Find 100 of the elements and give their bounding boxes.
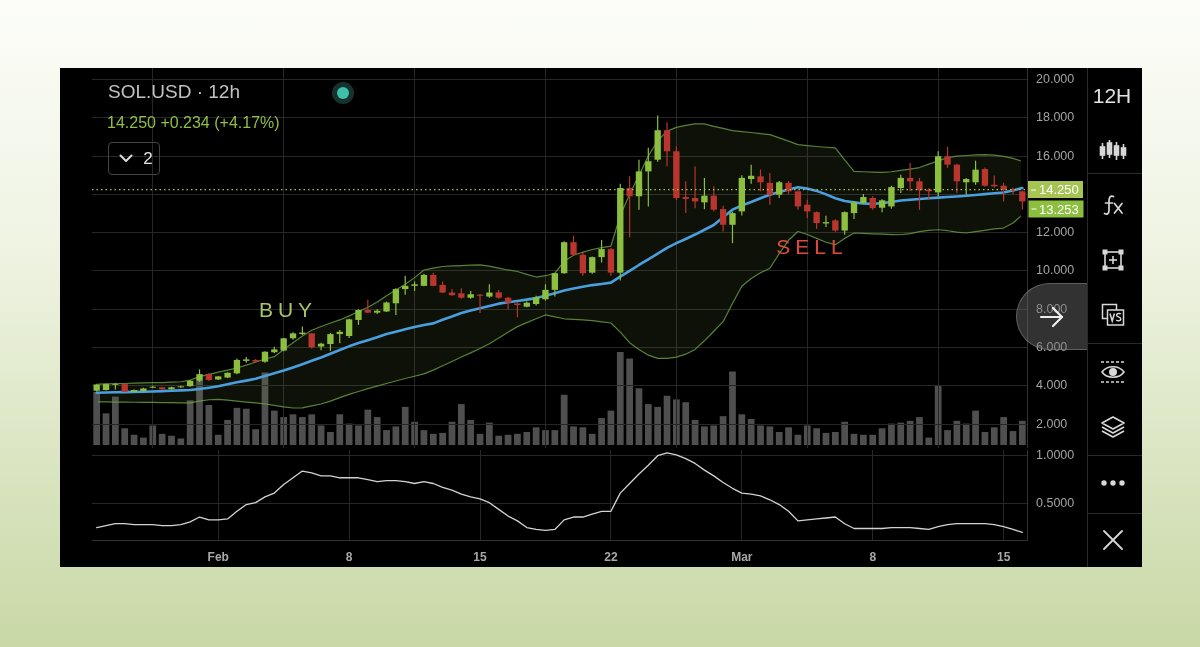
bar bbox=[860, 434, 867, 445]
bar bbox=[626, 358, 633, 445]
bar bbox=[962, 423, 970, 445]
bar bbox=[738, 414, 746, 445]
bar bbox=[757, 425, 764, 445]
y-tick-label: 2.000 bbox=[1036, 416, 1068, 431]
bar bbox=[831, 431, 839, 445]
candlestick bbox=[645, 147, 652, 208]
bar bbox=[570, 426, 577, 445]
bar bbox=[616, 352, 624, 445]
text: 12H bbox=[1092, 83, 1132, 107]
candlestick bbox=[1000, 182, 1007, 203]
candlestick bbox=[663, 121, 671, 167]
y-tick-label: 18.000 bbox=[1036, 110, 1075, 125]
bar bbox=[308, 414, 316, 445]
text: 14.250 +0.234 (+4.17%) bbox=[107, 114, 280, 132]
y-tick-label: 0.5000 bbox=[1036, 496, 1075, 511]
bar bbox=[149, 425, 157, 445]
bar bbox=[373, 417, 381, 445]
bar bbox=[140, 437, 147, 445]
bar bbox=[252, 429, 259, 445]
bar bbox=[551, 430, 559, 445]
bar bbox=[242, 408, 250, 445]
annotation: 2 bbox=[143, 148, 153, 168]
text: 13.253 bbox=[1028, 200, 1083, 218]
bar bbox=[383, 430, 390, 445]
annotation: BUY bbox=[258, 297, 318, 321]
bar bbox=[439, 432, 446, 445]
bar bbox=[121, 428, 129, 445]
candlestick bbox=[719, 205, 727, 233]
candlestick bbox=[916, 177, 923, 211]
y-tick-label: 10.000 bbox=[1036, 263, 1075, 278]
bar bbox=[766, 426, 774, 445]
bar bbox=[785, 427, 792, 445]
bar bbox=[682, 402, 690, 445]
bar bbox=[467, 419, 475, 445]
bar bbox=[542, 430, 549, 445]
bar bbox=[112, 396, 119, 445]
candlestick bbox=[729, 210, 736, 244]
bar bbox=[177, 438, 185, 445]
bar bbox=[523, 431, 531, 445]
y-tick-label: 20.000 bbox=[1036, 71, 1075, 86]
bar bbox=[701, 426, 708, 445]
candlestick bbox=[944, 146, 951, 169]
candlestick bbox=[579, 251, 587, 277]
candlestick bbox=[607, 247, 615, 277]
bar bbox=[916, 417, 923, 445]
candlestick bbox=[757, 169, 764, 192]
bar bbox=[214, 434, 222, 445]
bar bbox=[1018, 420, 1026, 445]
candlestick bbox=[972, 160, 979, 186]
bar bbox=[869, 434, 877, 445]
candlestick bbox=[953, 163, 961, 194]
bar bbox=[532, 427, 540, 445]
bar bbox=[579, 427, 587, 445]
text: SOL.USD · 12h bbox=[108, 81, 240, 103]
bar bbox=[925, 437, 933, 445]
bar bbox=[888, 423, 895, 445]
bar bbox=[654, 406, 662, 445]
x-tick-label: Feb bbox=[207, 549, 229, 564]
bar bbox=[401, 406, 409, 445]
y-tick-label: 1.0000 bbox=[1036, 448, 1075, 463]
bar bbox=[224, 419, 231, 445]
y-tick-label: 12.000 bbox=[1036, 225, 1075, 240]
candlestick bbox=[710, 185, 717, 212]
candlestick bbox=[897, 174, 904, 194]
x-tick-label: 15 bbox=[996, 549, 1011, 564]
candlestick bbox=[598, 239, 605, 264]
bar bbox=[813, 428, 820, 445]
ref-line-label: 14.250 bbox=[1039, 182, 1079, 198]
bar bbox=[588, 433, 596, 445]
bar bbox=[972, 410, 979, 445]
bar bbox=[168, 435, 175, 445]
bar bbox=[317, 425, 325, 445]
x-tick-label: 8 bbox=[345, 549, 353, 564]
bar bbox=[270, 410, 278, 445]
x-tick-label: 8 bbox=[869, 549, 877, 564]
candlestick bbox=[682, 180, 689, 214]
bar bbox=[186, 400, 194, 445]
bar bbox=[457, 404, 465, 445]
bar bbox=[299, 417, 306, 445]
bar bbox=[93, 391, 101, 445]
x-tick-label: 22 bbox=[604, 549, 618, 564]
candlestick bbox=[701, 177, 708, 210]
candlestick bbox=[504, 296, 512, 310]
bar bbox=[644, 404, 652, 445]
bar bbox=[327, 431, 334, 445]
bar bbox=[1000, 417, 1007, 445]
bar bbox=[729, 371, 736, 445]
candlestick bbox=[392, 287, 400, 316]
bar bbox=[990, 427, 998, 445]
bar bbox=[336, 414, 344, 445]
y-tick-label: 6.000 bbox=[1036, 339, 1068, 354]
bar bbox=[944, 430, 951, 445]
bar bbox=[841, 421, 849, 445]
annotation: SELL bbox=[776, 234, 848, 258]
y-tick-label: 16.000 bbox=[1036, 148, 1075, 163]
bar bbox=[420, 430, 428, 445]
bar bbox=[429, 433, 437, 445]
candlestick bbox=[981, 166, 989, 188]
